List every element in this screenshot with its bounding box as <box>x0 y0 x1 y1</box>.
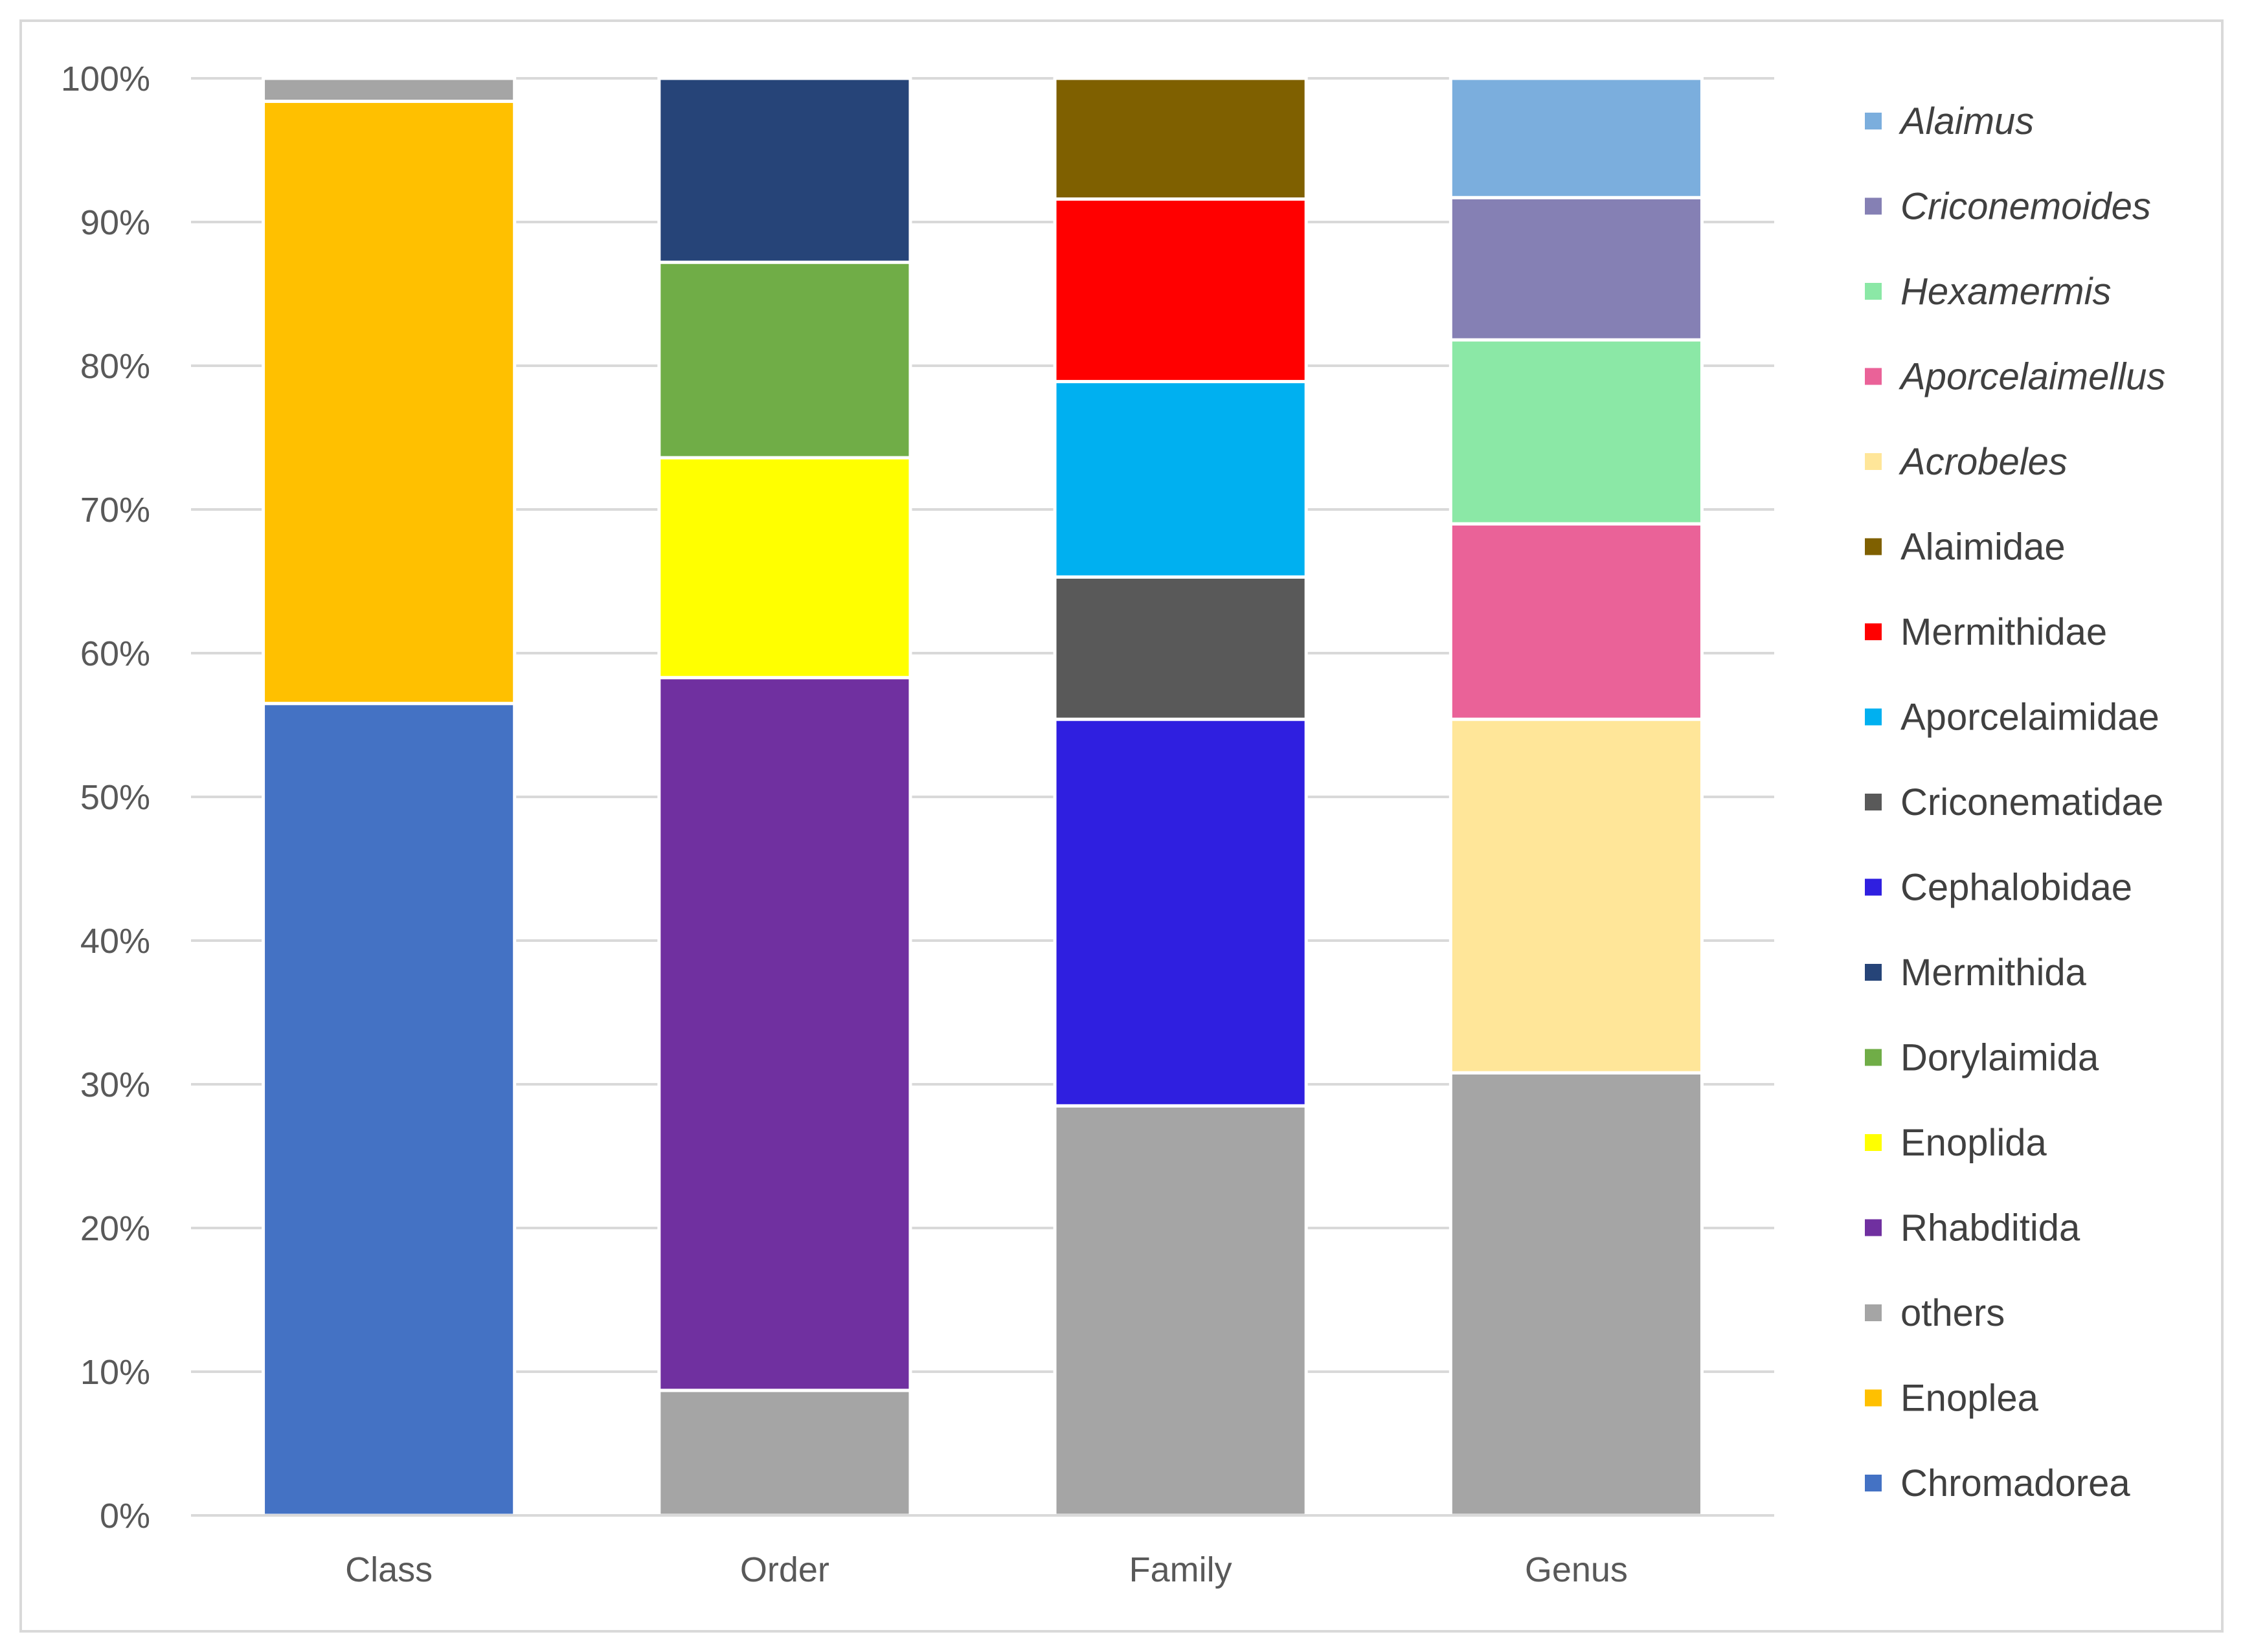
x-tick-label: Genus <box>1525 1550 1628 1589</box>
legend-label: Alaimus <box>1899 100 2034 142</box>
legend-swatch <box>1865 1304 1882 1321</box>
legend-swatch <box>1865 197 1882 215</box>
bar-segment-chromadorea-class <box>262 702 517 1517</box>
legend-label: others <box>1900 1292 2005 1334</box>
legend-label: Enoplida <box>1900 1122 2047 1164</box>
legend-label: Cephalobidae <box>1900 867 2132 909</box>
bar-segment-enoplida-order <box>657 456 912 680</box>
legend-label: Rhabditida <box>1900 1207 2080 1249</box>
bar-segment-criconemoides-genus <box>1448 195 1704 342</box>
y-tick-label: 90% <box>80 203 150 242</box>
bar-segment-alaimidae-family <box>1053 76 1308 201</box>
legend: Alaimus Criconemoides Hexamermis Aporcelaim… <box>1865 100 2165 1504</box>
bar-segment-others-class <box>262 76 517 104</box>
bar-segment-acrobeles-genus <box>1448 717 1704 1075</box>
legend-label: Mermithidae <box>1900 611 2107 653</box>
legend-swatch <box>1865 283 1882 300</box>
legend-swatch <box>1865 1475 1882 1491</box>
legend-label: Aporcelaimidae <box>1900 697 2159 739</box>
bar-segment-rhabditida-order <box>657 676 912 1392</box>
legend-swatch <box>1865 1049 1882 1066</box>
legend-label: Aporcelaimellus <box>1899 356 2165 398</box>
legend-swatch <box>1865 623 1882 640</box>
bar-segment-alaimus-genus <box>1448 76 1704 199</box>
y-tick-label: 100% <box>61 60 150 98</box>
legend-swatch <box>1865 1219 1882 1236</box>
bar-segment-aporcelaimidae-family <box>1053 379 1308 579</box>
bar-segment-dorylaimida-order <box>657 260 912 460</box>
y-tick-label: 40% <box>80 922 150 961</box>
x-tick-label: Order <box>740 1550 829 1589</box>
bar-segment-cephalobidae-family <box>1053 717 1308 1108</box>
legend-swatch <box>1865 708 1882 726</box>
legend-swatch <box>1865 538 1882 555</box>
bar-segment-mermithidae-family <box>1053 197 1308 383</box>
legend-label: Criconematidae <box>1900 781 2163 823</box>
y-tick-label: 10% <box>80 1353 150 1392</box>
bar-segment-hexamermis-genus <box>1448 338 1704 526</box>
y-tick-label: 50% <box>80 778 150 817</box>
legend-label: Chromadorea <box>1900 1462 2130 1504</box>
x-tick-label: Family <box>1129 1550 1232 1589</box>
legend-swatch <box>1865 453 1882 470</box>
y-tick-label: 20% <box>80 1209 150 1248</box>
legend-swatch <box>1865 964 1882 981</box>
bar-segment-others-genus <box>1448 1071 1704 1517</box>
bar-segment-mermithida-order <box>657 76 912 264</box>
bars <box>262 76 1704 1517</box>
legend-label: Enoplea <box>1900 1378 2039 1420</box>
y-tick-label: 30% <box>80 1066 150 1104</box>
legend-swatch <box>1865 1389 1882 1407</box>
legend-swatch <box>1865 113 1882 129</box>
legend-swatch <box>1865 794 1882 810</box>
legend-swatch <box>1865 368 1882 385</box>
legend-label: Hexamermis <box>1900 271 2112 313</box>
y-tick-label: 80% <box>80 347 150 386</box>
x-tick-label: Class <box>345 1550 433 1589</box>
legend-label: Criconemoides <box>1900 186 2151 228</box>
legend-label: Alaimidae <box>1900 526 2066 568</box>
bar-segment-aporcelaimellus-genus <box>1448 522 1704 721</box>
bar-segment-others-family <box>1053 1104 1308 1517</box>
y-tick-label: 0% <box>100 1497 150 1535</box>
bar-segment-others-order <box>657 1389 912 1517</box>
legend-swatch <box>1865 1134 1882 1151</box>
y-tick-label: 70% <box>80 491 150 530</box>
legend-label: Dorylaimida <box>1900 1037 2099 1079</box>
axes: 0% 10% 20% 30% 40% 50% 60% 70% 80% 90% 100% Class Or… <box>61 60 1774 1589</box>
legend-label: Mermithida <box>1900 952 2087 994</box>
bar-segment-criconematidae-family <box>1053 575 1308 721</box>
bar-segment-enoplea-class <box>262 100 517 706</box>
y-tick-label: 60% <box>80 634 150 673</box>
legend-label: Acrobeles <box>1899 441 2068 483</box>
legend-swatch <box>1865 878 1882 896</box>
